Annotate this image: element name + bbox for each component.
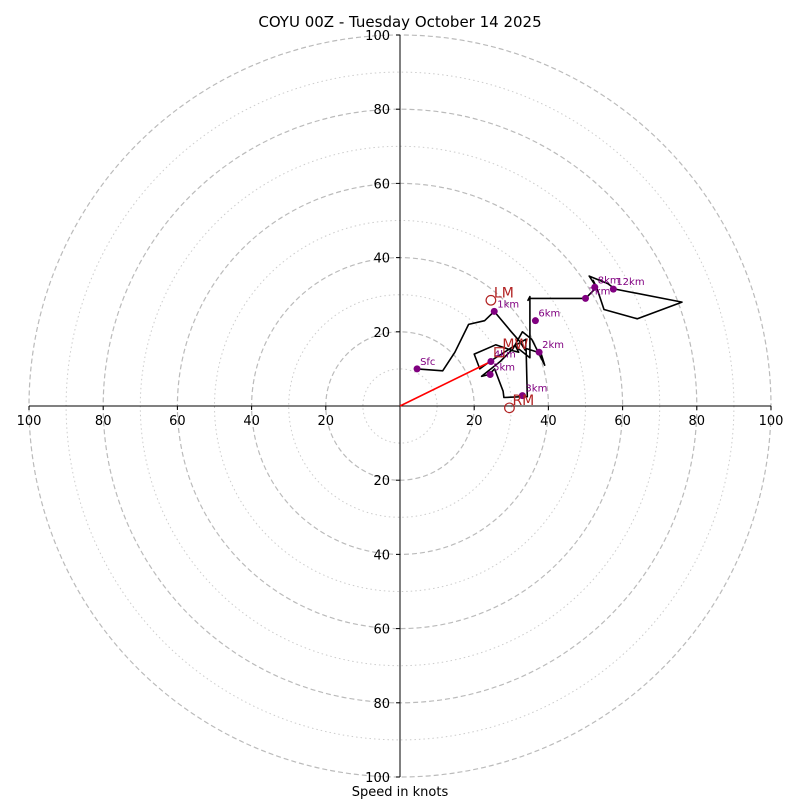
storm-motion-vector [399,360,492,407]
height-marker-3km [518,392,526,400]
x-tick-label: 20 [318,414,335,429]
height-label-7km: 7km [589,286,611,297]
y-tick-label: 80 [373,103,390,118]
y-tick-label: 40 [373,252,390,267]
x-tick-label: 100 [759,414,784,429]
x-axis-label: Speed in knots [352,785,449,800]
height-label-2km: 2km [542,340,564,351]
height-label-6km: 6km [538,309,560,320]
y-tick-label: 20 [373,326,390,341]
height-label-Sfc: Sfc [420,357,435,368]
hodograph-line [417,275,683,399]
height-label-5km: 5km [493,362,515,373]
y-tick-label: 60 [373,177,390,192]
y-tick-label: 100 [365,771,390,786]
motion-marker-RM [504,402,515,414]
height-label-4km: 4km [494,349,516,360]
motion-label-MW: MW [502,337,528,353]
y-tick-label: 40 [373,548,390,563]
height-label-1km: 1km [497,299,519,310]
y-tick-label: 60 [373,623,390,638]
height-marker-6km [531,317,539,325]
height-label-12km: 12km [616,277,644,288]
y-tick-label: 100 [365,29,390,44]
height-marker-2km [535,348,543,356]
motion-marker-MW [494,347,505,358]
x-tick-label: 100 [17,414,42,429]
storm-vector-line [399,360,492,407]
x-tick-label: 80 [95,414,112,429]
tick-labels: 100 80 60 40 20 20 40 60 80 100 100 80 60 40 20 20 40 60 8… [17,29,784,786]
y-tick-label: 20 [373,474,390,489]
height-marker-1km [490,307,498,315]
motion-label-RM: RM [512,393,534,409]
x-tick-label: 40 [540,414,557,429]
height-marker-12km [609,285,617,293]
x-tick-label: 80 [689,414,706,429]
motion-marker-LM [485,294,497,306]
hodograph-trace [417,275,683,399]
x-tick-label: 20 [466,414,483,429]
y-tick-label: 80 [373,697,390,712]
height-marker-8km [591,283,599,291]
x-tick-label: 60 [614,414,631,429]
height-marker-4km [487,357,495,365]
storm-motion-markers: LM MW RM [485,285,534,414]
height-marker-5km [486,370,494,378]
motion-label-LM: LM [494,285,514,301]
x-tick-label: 40 [243,414,260,429]
height-label-8km: 8km [598,275,620,286]
height-marker-7km [582,294,589,302]
chart-title: COYU 00Z - Tuesday October 14 2025 [258,13,541,31]
height-marker-Sfc [413,365,421,373]
x-tick-label: 60 [169,414,186,429]
height-label-3km: 3km [525,384,547,395]
